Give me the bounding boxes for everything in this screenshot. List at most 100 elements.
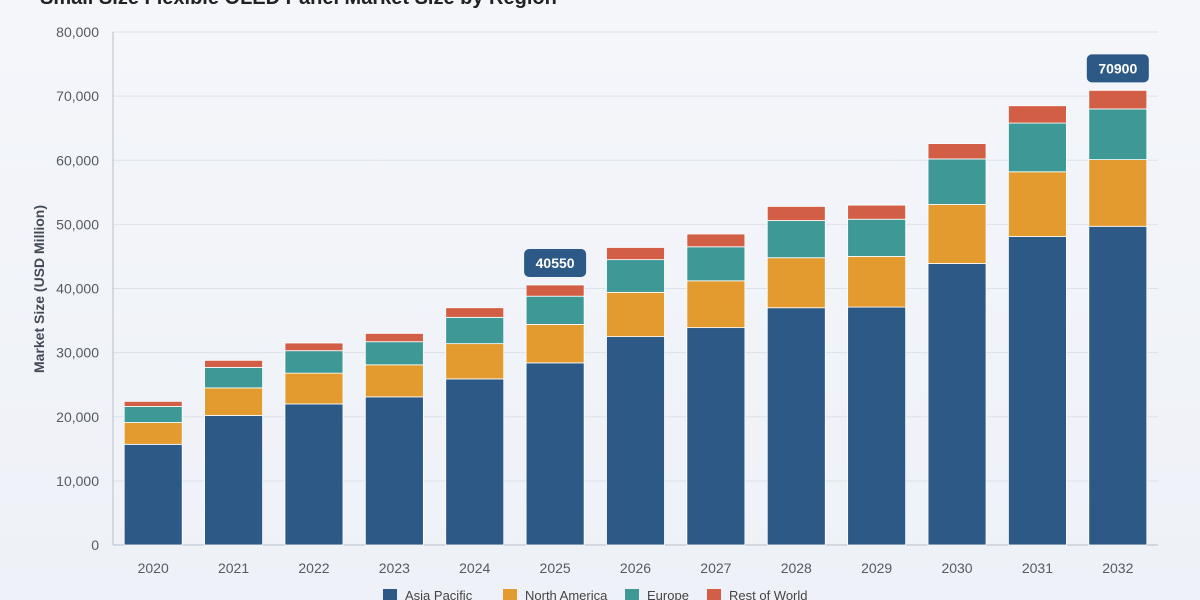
bar-segment bbox=[1008, 171, 1067, 237]
bar-stack-2027 bbox=[686, 233, 746, 546]
legend-swatch bbox=[625, 589, 639, 600]
bar-segment bbox=[284, 350, 344, 374]
bar-segment bbox=[1088, 108, 1148, 161]
callout-box bbox=[524, 248, 587, 277]
bar-segment bbox=[204, 387, 263, 416]
x-tick-label: 2031 bbox=[1022, 560, 1053, 576]
bar-segment bbox=[847, 306, 907, 546]
legend-label: North America bbox=[525, 588, 608, 600]
callout-label: 70900 bbox=[1098, 60, 1137, 76]
bar-stack-2024 bbox=[445, 307, 505, 546]
bar-segment bbox=[204, 359, 263, 368]
bar-stack-2021 bbox=[204, 359, 263, 546]
bar-segment bbox=[364, 332, 424, 343]
legend-swatch bbox=[383, 589, 397, 600]
x-tick-label: 2021 bbox=[218, 560, 249, 576]
bar-stack-2031 bbox=[1008, 105, 1067, 546]
bar-segment bbox=[445, 378, 505, 546]
bar-stack-2025 bbox=[525, 284, 585, 546]
bar-segment bbox=[847, 256, 907, 308]
bar-segment bbox=[766, 307, 826, 546]
bar-segment bbox=[1088, 225, 1148, 546]
y-tick-label: 80,000 bbox=[56, 24, 99, 40]
bar-segment bbox=[686, 327, 746, 546]
x-axis: 2020 2021 2022 2023 2024 2025 2026 2027 2028 2029… bbox=[138, 560, 1134, 576]
bar-segment bbox=[445, 307, 505, 318]
x-tick-label: 2029 bbox=[861, 560, 892, 576]
bar-segment bbox=[686, 246, 746, 282]
x-tick-label: 2032 bbox=[1102, 560, 1133, 576]
bar-segment bbox=[927, 204, 987, 264]
y-tick-label: 30,000 bbox=[56, 345, 99, 361]
y-tick-label: 70,000 bbox=[56, 88, 99, 104]
x-tick-label: 2024 bbox=[459, 560, 490, 576]
bar-stack-2020 bbox=[123, 400, 183, 546]
y-axis-title: Market Size (USD Million) bbox=[31, 205, 47, 373]
callout-label: 40550 bbox=[536, 255, 575, 271]
bar-stack-2032 bbox=[1088, 89, 1148, 546]
y-tick-label: 50,000 bbox=[56, 216, 99, 232]
chart-title: Small Size Flexible OLED Panel Market Si… bbox=[40, 0, 557, 9]
y-tick-label: 20,000 bbox=[56, 409, 99, 425]
bar-segment bbox=[927, 143, 987, 160]
legend-item: Rest of World bbox=[707, 588, 808, 600]
x-tick-label: 2030 bbox=[941, 560, 972, 576]
bar-segment bbox=[1008, 122, 1067, 173]
x-tick-label: 2027 bbox=[700, 560, 731, 576]
legend-swatch bbox=[707, 589, 721, 600]
bar-segment bbox=[686, 280, 746, 329]
bar-segment bbox=[766, 220, 826, 259]
bar-stack-2026 bbox=[606, 247, 665, 546]
y-tick-label: 40,000 bbox=[56, 281, 99, 297]
bar-segment bbox=[847, 218, 907, 257]
x-tick-label: 2025 bbox=[540, 560, 571, 576]
bar-stack-2022 bbox=[284, 342, 344, 546]
bars bbox=[123, 89, 1148, 546]
legend-item: North America bbox=[503, 588, 608, 600]
bar-segment bbox=[284, 342, 344, 352]
bar-segment bbox=[686, 233, 746, 248]
y-tick-label: 60,000 bbox=[56, 152, 99, 168]
bar-segment bbox=[606, 259, 665, 293]
bar-segment bbox=[1008, 236, 1067, 546]
bar-segment bbox=[364, 364, 424, 398]
legend-item: Asia Pacific bbox=[383, 588, 473, 600]
bar-segment bbox=[204, 366, 263, 389]
legend-label: Rest of World bbox=[729, 588, 808, 600]
bar-segment bbox=[445, 316, 505, 345]
bar-stack-2028 bbox=[766, 206, 826, 546]
y-tick-label: 10,000 bbox=[56, 473, 99, 489]
bar-segment bbox=[1008, 105, 1067, 124]
x-tick-label: 2023 bbox=[379, 560, 410, 576]
legend: Asia Pacific North America Europe Rest of W… bbox=[383, 588, 808, 600]
callout-2025: 40550 bbox=[524, 248, 587, 277]
bar-segment bbox=[525, 284, 585, 297]
callout-box bbox=[1086, 54, 1149, 83]
bar-segment bbox=[525, 295, 585, 325]
bar-stack-2029 bbox=[847, 204, 907, 546]
y-axis: 0 10,000 20,000 30,000 40,000 50,000 60,000 70,… bbox=[56, 24, 114, 553]
x-tick-label: 2026 bbox=[620, 560, 651, 576]
bar-segment bbox=[123, 422, 183, 445]
callouts: 40550 70900 bbox=[524, 54, 1149, 277]
bar-segment bbox=[284, 372, 344, 405]
bar-segment bbox=[445, 343, 505, 380]
bar-segment bbox=[1088, 159, 1148, 227]
callout-2032: 70900 bbox=[1086, 54, 1149, 83]
bar-segment bbox=[927, 158, 987, 205]
bar-segment bbox=[123, 400, 183, 407]
bar-segment bbox=[847, 204, 907, 220]
legend-label: Europe bbox=[647, 588, 689, 600]
bar-segment bbox=[284, 403, 344, 546]
bar-segment bbox=[364, 341, 424, 366]
bar-segment bbox=[1088, 89, 1148, 110]
x-tick-label: 2028 bbox=[781, 560, 812, 576]
bar-segment bbox=[364, 396, 424, 546]
legend-label: Asia Pacific bbox=[405, 588, 473, 600]
y-tick-label: 0 bbox=[91, 537, 99, 553]
x-tick-label: 2020 bbox=[138, 560, 169, 576]
bar-segment bbox=[766, 257, 826, 309]
bar-segment bbox=[766, 206, 826, 221]
